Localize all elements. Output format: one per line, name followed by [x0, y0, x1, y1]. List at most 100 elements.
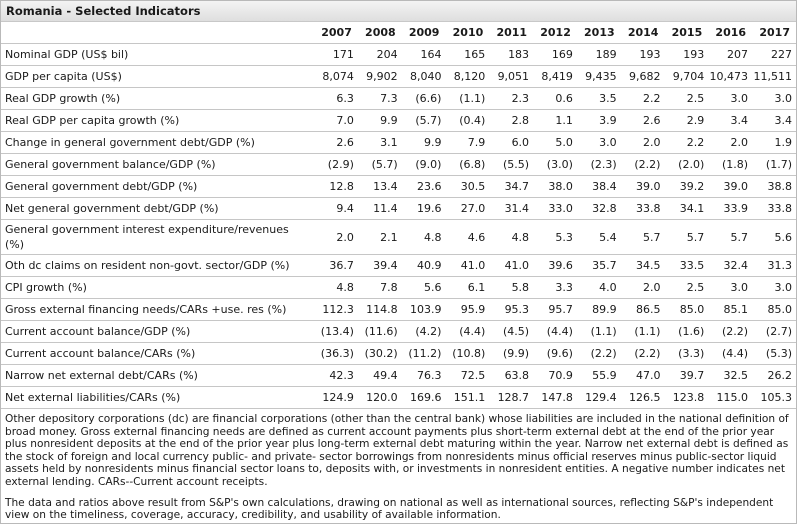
value-cell: (4.4): [533, 320, 577, 343]
value-cell: 3.0: [576, 131, 621, 154]
value-cell: 39.0: [620, 175, 665, 198]
value-cell: (2.3): [576, 153, 621, 176]
value-cell: 165: [445, 43, 490, 66]
value-cell: 70.9: [533, 364, 577, 387]
value-cell: 183: [489, 43, 534, 66]
value-cell: (1.1): [576, 320, 621, 343]
value-cell: 95.3: [489, 298, 534, 321]
value-cell: 169.6: [401, 386, 446, 409]
value-cell: 3.9: [576, 109, 621, 132]
value-cell: 2.0: [708, 131, 753, 154]
value-cell: 39.0: [708, 175, 753, 198]
value-cell: 33.8: [752, 197, 796, 220]
value-cell: 189: [576, 43, 621, 66]
value-cell: 31.3: [752, 254, 796, 277]
year-header-2009: 2009: [401, 22, 446, 44]
table-row: Net general government debt/GDP (%) 9.4 11…: [1, 197, 796, 220]
value-cell: (5.5): [489, 153, 534, 176]
value-cell: (0.4): [445, 109, 490, 132]
table-row: General government balance/GDP (%) (2.9)(…: [1, 153, 796, 176]
value-cell: 128.7: [489, 386, 534, 409]
value-cell: 2.0: [314, 219, 358, 255]
year-header-2011: 2011: [489, 22, 534, 44]
row-label: CPI growth (%): [1, 276, 315, 299]
value-cell: 5.6: [752, 219, 796, 255]
footnote-sources: The data and ratios above result from S&…: [5, 496, 774, 522]
value-cell: (1.6): [664, 320, 709, 343]
value-cell: 11.4: [357, 197, 402, 220]
value-cell: 13.4: [357, 175, 402, 198]
value-cell: 95.9: [445, 298, 490, 321]
year-header-2008: 2008: [357, 22, 402, 44]
value-cell: 2.6: [620, 109, 665, 132]
value-cell: (4.4): [708, 342, 753, 365]
value-cell: (1.7): [752, 153, 796, 176]
value-cell: 41.0: [489, 254, 534, 277]
value-cell: 4.8: [489, 219, 534, 255]
table-row: Nominal GDP (US$ bil) 171 204 164 165 183 169 1…: [1, 43, 796, 66]
value-cell: (3.3): [664, 342, 709, 365]
value-cell: 3.1: [357, 131, 402, 154]
row-label: Current account balance/GDP (%): [1, 320, 315, 343]
value-cell: 40.9: [401, 254, 446, 277]
value-cell: 5.0: [533, 131, 577, 154]
value-cell: 3.5: [576, 87, 621, 110]
value-cell: 4.6: [445, 219, 490, 255]
value-cell: 3.0: [752, 276, 796, 299]
value-cell: 9,704: [664, 65, 709, 88]
value-cell: 33.0: [533, 197, 577, 220]
panel-title: Romania - Selected Indicators: [1, 1, 796, 22]
value-cell: 3.0: [752, 87, 796, 110]
value-cell: (4.5): [489, 320, 534, 343]
value-cell: 147.8: [533, 386, 577, 409]
table-row: General government debt/GDP (%) 12.8 13.4 2…: [1, 175, 796, 198]
year-header-2007: 2007: [314, 22, 358, 44]
value-cell: 169: [533, 43, 577, 66]
value-cell: 2.6: [314, 131, 358, 154]
value-cell: 115.0: [708, 386, 753, 409]
table-row: GDP per capita (US$) 8,074 9,902 8,040 8,120…: [1, 65, 796, 88]
row-label: Gross external financing needs/CARs +use…: [1, 298, 315, 321]
row-label: Narrow net external debt/CARs (%): [1, 364, 315, 387]
value-cell: 10,473: [708, 65, 753, 88]
value-cell: 85.1: [708, 298, 753, 321]
row-label: Net external liabilities/CARs (%): [1, 386, 315, 409]
value-cell: 9,682: [620, 65, 665, 88]
value-cell: 38.8: [752, 175, 796, 198]
table-row: General government interest expenditure/…: [1, 219, 796, 255]
value-cell: 5.7: [708, 219, 753, 255]
value-cell: 9.9: [401, 131, 446, 154]
row-label: Current account balance/CARs (%): [1, 342, 315, 365]
value-cell: 7.0: [314, 109, 358, 132]
value-cell: 120.0: [357, 386, 402, 409]
value-cell: 34.1: [664, 197, 709, 220]
value-cell: 86.5: [620, 298, 665, 321]
value-cell: 32.8: [576, 197, 621, 220]
value-cell: 2.2: [664, 131, 709, 154]
table-row: Oth dc claims on resident non-govt. sect…: [1, 254, 796, 277]
value-cell: 38.4: [576, 175, 621, 198]
value-cell: 85.0: [752, 298, 796, 321]
value-cell: (2.2): [576, 342, 621, 365]
value-cell: (5.3): [752, 342, 796, 365]
value-cell: 32.5: [708, 364, 753, 387]
value-cell: (10.8): [445, 342, 490, 365]
value-cell: 164: [401, 43, 446, 66]
value-cell: 2.3: [489, 87, 534, 110]
value-cell: 8,074: [314, 65, 358, 88]
value-cell: (5.7): [357, 153, 402, 176]
value-cell: 33.8: [620, 197, 665, 220]
year-header-2016: 2016: [708, 22, 753, 44]
value-cell: (2.2): [620, 153, 665, 176]
value-cell: (9.9): [489, 342, 534, 365]
value-cell: (9.6): [533, 342, 577, 365]
value-cell: 76.3: [401, 364, 446, 387]
value-cell: 124.9: [314, 386, 358, 409]
value-cell: 63.8: [489, 364, 534, 387]
row-label: General government interest expenditure/…: [1, 219, 315, 255]
footnotes: Other depository corporations (dc) are f…: [1, 409, 796, 522]
value-cell: (4.2): [401, 320, 446, 343]
value-cell: 42.3: [314, 364, 358, 387]
value-cell: 47.0: [620, 364, 665, 387]
